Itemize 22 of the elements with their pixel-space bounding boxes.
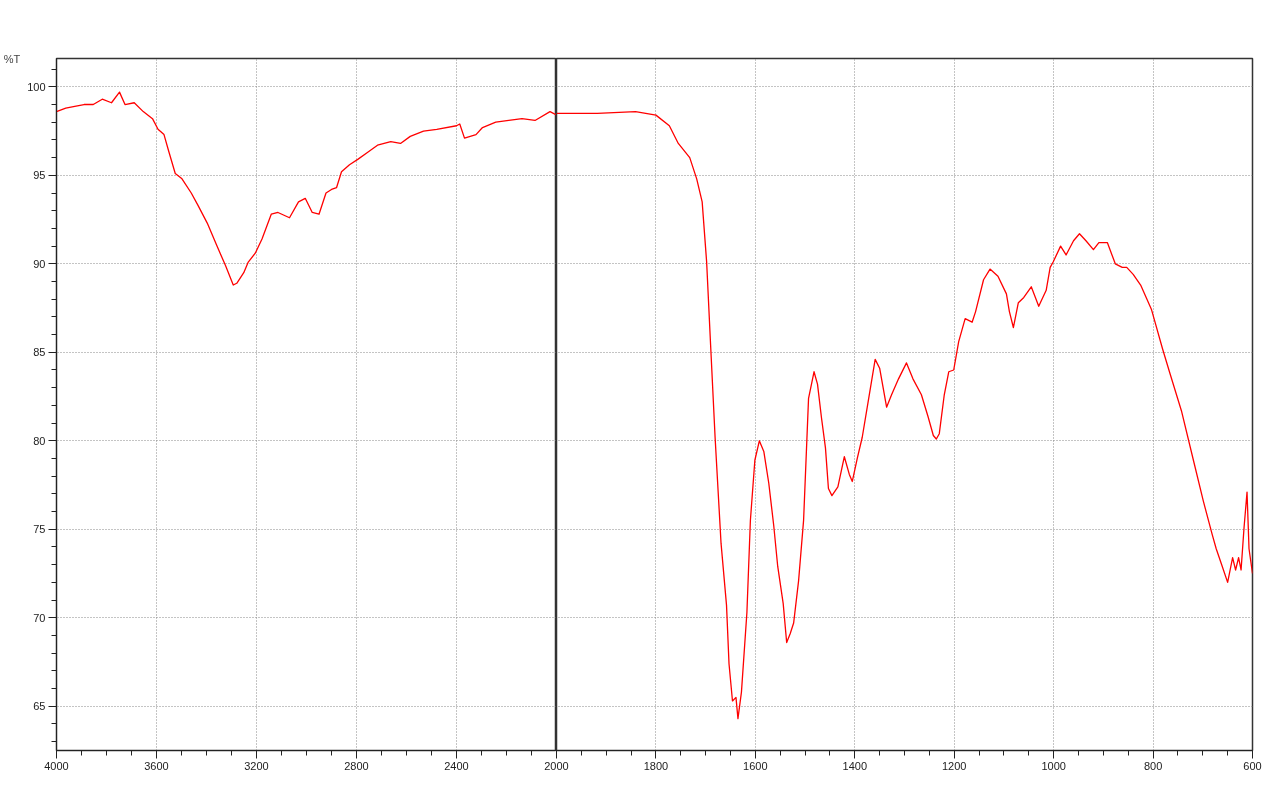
x-tick-label: 1800 xyxy=(643,759,669,772)
y-axis-title: %T xyxy=(3,52,21,65)
y-tick-label: 95 xyxy=(33,169,46,182)
x-tick-label: 1600 xyxy=(743,759,768,772)
x-tick-label: 3600 xyxy=(144,759,169,772)
x-tick-label: 1000 xyxy=(1041,759,1066,772)
x-tick-label: 1400 xyxy=(842,759,868,772)
x-tick-label: 2000 xyxy=(544,759,569,772)
y-tick-label: 75 xyxy=(33,523,46,536)
y-tick-label: 70 xyxy=(33,611,46,624)
x-tick-label: 800 xyxy=(1143,759,1163,772)
x-tick-label: 4000 xyxy=(44,759,69,772)
y-tick-label: 85 xyxy=(33,346,46,359)
x-tick-label: 600 xyxy=(1243,759,1262,772)
y-tick-label: 90 xyxy=(33,257,46,270)
x-tick-label: 3200 xyxy=(244,759,269,772)
x-tick-label: 2400 xyxy=(444,759,469,772)
y-tick-label: 100 xyxy=(27,80,46,93)
y-tick-label: 65 xyxy=(33,700,46,713)
y-tick-label: 80 xyxy=(33,434,46,447)
x-tick-label: 2800 xyxy=(344,759,369,772)
x-tick-label: 1200 xyxy=(941,759,967,772)
